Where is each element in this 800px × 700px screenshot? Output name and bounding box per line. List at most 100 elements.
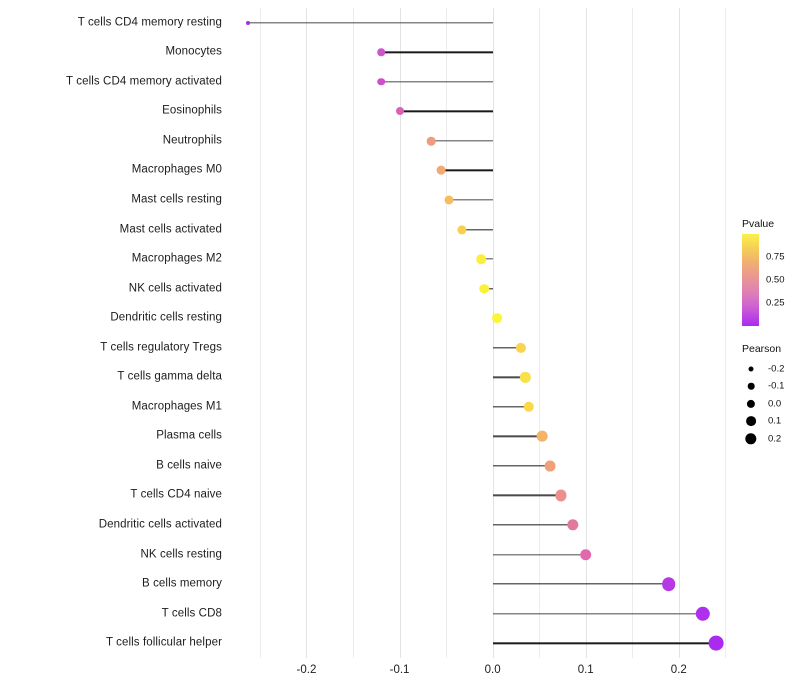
- gridline-major: [399, 8, 401, 658]
- lollipop-stem: [448, 199, 493, 201]
- lollipop-dot[interactable]: [492, 313, 503, 324]
- lollipop-row[interactable]: [232, 274, 730, 304]
- legend-pearson-item: 0.0: [742, 395, 800, 413]
- colorbar-tick-mark: [759, 280, 763, 281]
- colorbar-tick-mark: [759, 303, 763, 304]
- y-axis-tick-label: Macrophages M2: [0, 244, 222, 274]
- colorbar-tick-label: 0.50: [766, 274, 785, 286]
- legend-pearson-label: 0.1: [768, 415, 782, 427]
- y-axis-tick-label-text: Macrophages M2: [131, 252, 222, 265]
- lollipop-row[interactable]: [232, 363, 730, 393]
- x-axis-tick-label: -0.1: [389, 664, 410, 676]
- y-axis-tick-label: T cells CD4 naive: [0, 481, 222, 511]
- lollipop-dot[interactable]: [377, 78, 385, 86]
- legend-pearson-dot: [747, 382, 755, 390]
- lollipop-stem: [380, 51, 493, 53]
- lollipop-dot[interactable]: [695, 606, 711, 621]
- lollipop-row[interactable]: [232, 628, 730, 658]
- lollipop-row[interactable]: [232, 38, 730, 68]
- y-axis-tick-label-text: Monocytes: [165, 45, 222, 58]
- lollipop-dot[interactable]: [479, 283, 490, 294]
- y-axis-tick-label: NK cells resting: [0, 540, 222, 570]
- lollipop-row[interactable]: [232, 215, 730, 245]
- y-axis-tick-label-text: T cells follicular helper: [105, 636, 222, 649]
- y-axis-tick-label-text: Macrophages M1: [131, 400, 222, 413]
- lollipop-dot[interactable]: [579, 548, 592, 561]
- lollipop-dot[interactable]: [520, 372, 531, 383]
- y-axis-tick-label-text: Macrophages M0: [131, 163, 222, 176]
- lollipop-stem: [492, 553, 586, 556]
- lollipop-dot[interactable]: [395, 107, 404, 116]
- lollipop-dot[interactable]: [426, 136, 436, 146]
- lollipop-dot[interactable]: [661, 577, 676, 591]
- y-axis-tick-label-text: T cells gamma delta: [117, 370, 222, 383]
- lollipop-row[interactable]: [232, 185, 730, 215]
- lollipop-dot[interactable]: [566, 519, 579, 531]
- lollipop-dot[interactable]: [708, 635, 724, 651]
- lollipop-row[interactable]: [232, 156, 730, 186]
- lollipop-row[interactable]: [232, 303, 730, 333]
- lollipop-stem: [441, 169, 493, 172]
- y-axis-tick-label: Dendritic cells resting: [0, 303, 222, 333]
- lollipop-dot[interactable]: [245, 20, 250, 25]
- y-axis-tick-label: Mast cells activated: [0, 215, 222, 245]
- lollipop-row[interactable]: [232, 8, 730, 38]
- legend-pvalue-title: Pvalue: [742, 218, 775, 230]
- y-axis-tick-label: T cells gamma delta: [0, 363, 222, 393]
- lollipop-row[interactable]: [232, 244, 730, 274]
- y-axis-tick-label: T cells CD4 memory resting: [0, 8, 222, 38]
- y-axis-tick-label-text: T cells regulatory Tregs: [100, 341, 222, 354]
- lollipop-row[interactable]: [232, 97, 730, 127]
- lollipop-dot[interactable]: [437, 166, 446, 175]
- legend-pearson-label: 0.0: [768, 398, 782, 410]
- lollipop-dot[interactable]: [444, 195, 454, 205]
- plot-panel: [232, 8, 730, 658]
- y-axis-tick-label-text: Eosinophils: [162, 104, 222, 117]
- y-axis-tick-label-text: B cells memory: [142, 577, 222, 590]
- y-axis-tick-label: NK cells activated: [0, 274, 222, 304]
- lollipop-dot[interactable]: [515, 342, 526, 353]
- y-axis-tick-label-text: NK cells activated: [128, 282, 222, 295]
- legend-pearson-dot: [745, 433, 757, 445]
- x-axis-tick-label: -0.2: [296, 664, 317, 676]
- gridline-major: [678, 8, 680, 658]
- lollipop-row[interactable]: [232, 599, 730, 629]
- gridline-major: [492, 8, 494, 658]
- lollipop-row[interactable]: [232, 422, 730, 452]
- lollipop-row[interactable]: [232, 333, 730, 363]
- y-axis-tick-label: Eosinophils: [0, 97, 222, 127]
- lollipop-dot[interactable]: [544, 460, 556, 472]
- lollipop-dot[interactable]: [457, 224, 467, 235]
- y-axis-tick-label: B cells memory: [0, 569, 222, 599]
- colorbar-tick-mark: [759, 257, 763, 258]
- lollipop-dot[interactable]: [555, 489, 567, 502]
- lollipop-row[interactable]: [232, 67, 730, 97]
- lollipop-row[interactable]: [232, 126, 730, 156]
- y-axis-tick-label: Plasma cells: [0, 422, 222, 452]
- lollipop-row[interactable]: [232, 569, 730, 599]
- lollipop-stem: [431, 140, 493, 142]
- lollipop-row[interactable]: [232, 451, 730, 481]
- y-axis-tick-label-text: Neutrophils: [162, 134, 222, 147]
- colorbar-gradient: [742, 234, 759, 326]
- lollipop-row[interactable]: [232, 481, 730, 511]
- x-axis-tick-label: 0.0: [484, 664, 501, 676]
- lollipop-stem: [461, 228, 493, 231]
- lollipop-stem: [399, 110, 493, 113]
- y-axis-tick-label-text: B cells naive: [156, 459, 222, 472]
- gridline-minor: [446, 8, 448, 658]
- lollipop-dot[interactable]: [523, 401, 535, 413]
- legend-pearson-item: 0.1: [742, 413, 800, 431]
- y-axis-tick-label-text: T cells CD8: [161, 607, 222, 620]
- lollipop-row[interactable]: [232, 392, 730, 422]
- lollipop-dot[interactable]: [536, 431, 548, 442]
- legend-pearson-dot: [748, 366, 754, 372]
- lollipop-stem: [492, 494, 561, 497]
- lollipop-dot[interactable]: [476, 254, 487, 264]
- legend-pearson-label: 0.2: [768, 433, 782, 445]
- lollipop-row[interactable]: [232, 510, 730, 540]
- lollipop-row[interactable]: [232, 540, 730, 570]
- legend-pearson-item: -0.1: [742, 378, 800, 396]
- lollipop-dot[interactable]: [377, 48, 385, 57]
